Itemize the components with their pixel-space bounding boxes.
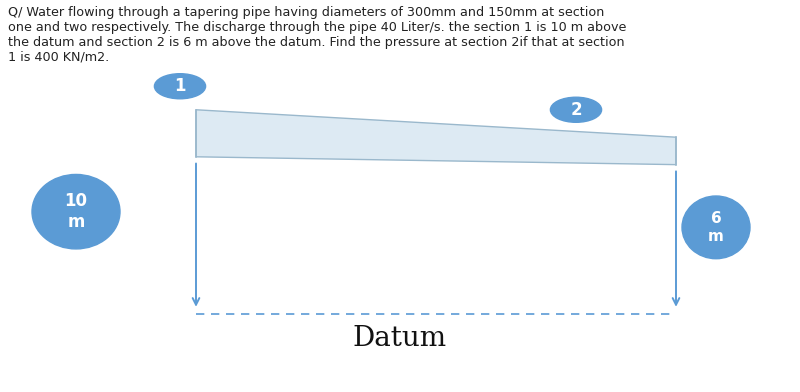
Polygon shape [196, 110, 676, 165]
Circle shape [154, 74, 206, 99]
Text: Datum: Datum [353, 325, 447, 352]
Ellipse shape [682, 196, 750, 259]
Text: 10
m: 10 m [65, 192, 87, 231]
Text: 6
m: 6 m [708, 211, 724, 243]
Circle shape [550, 97, 602, 122]
Text: Q/ Water flowing through a tapering pipe having diameters of 300mm and 150mm at : Q/ Water flowing through a tapering pipe… [8, 6, 626, 64]
Ellipse shape [32, 174, 120, 249]
Text: 2: 2 [570, 101, 582, 119]
Text: 1: 1 [174, 77, 186, 95]
